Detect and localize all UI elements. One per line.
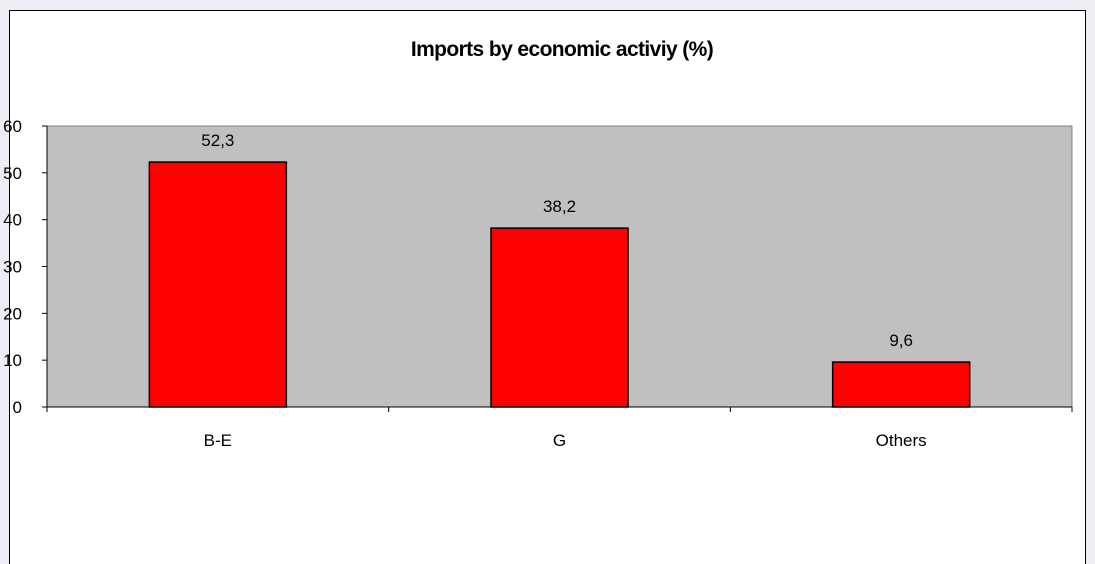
x-tick-label: G xyxy=(553,431,566,450)
chart-title: Imports by economic activiy (%) xyxy=(411,38,713,61)
chart-area xyxy=(9,10,1086,564)
bar xyxy=(490,227,629,408)
data-label: 52,3 xyxy=(201,131,234,150)
axes: 0 10 20 30 40 50 60 B-E G Others xyxy=(3,117,1073,450)
y-tick-label: 30 xyxy=(3,258,22,277)
y-tick-label: 60 xyxy=(3,117,22,136)
data-labels: 52,3 38,2 9,6 xyxy=(201,131,913,350)
bar xyxy=(148,161,288,408)
x-tick-label: Others xyxy=(876,431,927,450)
x-tick-label: B-E xyxy=(204,431,232,450)
bar xyxy=(831,361,971,408)
y-tick-label: 20 xyxy=(3,304,22,323)
y-tick-label: 50 xyxy=(3,164,22,183)
data-label: 38,2 xyxy=(543,197,576,216)
y-tick-label: 40 xyxy=(3,211,22,230)
bars xyxy=(148,161,971,408)
y-tick-label: 0 xyxy=(13,398,22,417)
data-label: 9,6 xyxy=(889,331,913,350)
y-tick-label: 10 xyxy=(3,351,22,370)
